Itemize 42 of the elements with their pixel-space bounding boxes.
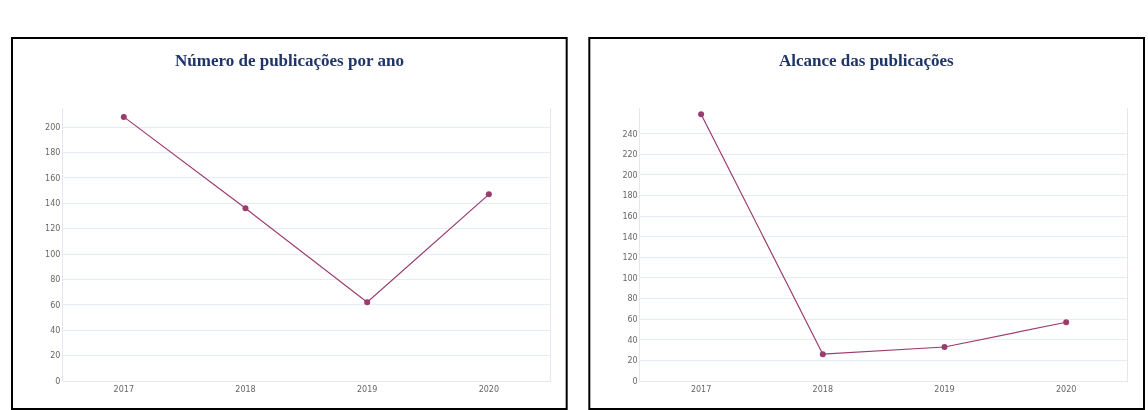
point [941, 344, 948, 350]
y-tick-label: 0 [55, 376, 61, 386]
y-tick-label: 200 [45, 122, 61, 132]
x-tick-label: 2019 [356, 384, 378, 394]
y-tick-label: 220 [622, 150, 638, 160]
y-tick-label: 80 [627, 294, 638, 304]
point [242, 205, 249, 212]
chart-title: Alcance das publicações [779, 51, 955, 70]
point [1063, 319, 1070, 326]
y-tick-label: 40 [50, 326, 61, 336]
chart-title: Número de publicações por ano [175, 51, 404, 70]
y-tick-label: 200 [622, 170, 638, 180]
point [485, 191, 492, 198]
y-tick-label: 180 [622, 191, 638, 201]
point [698, 111, 705, 118]
point [120, 113, 127, 120]
y-tick-label: 140 [45, 199, 61, 209]
x-tick-label: 2020 [1055, 384, 1077, 394]
y-tick-label: 100 [45, 249, 61, 259]
y-tick-label: 100 [622, 273, 638, 283]
y-tick-label: 20 [627, 356, 638, 366]
x-tick-label: 2019 [934, 384, 955, 394]
y-tick-label: 60 [627, 314, 638, 324]
x-tick-label: 2018 [235, 384, 256, 394]
y-tick-label: 120 [622, 253, 638, 263]
point [819, 351, 826, 358]
y-tick-label: 80 [50, 275, 61, 285]
x-tick-label: 2018 [812, 384, 833, 394]
x-tick-label: 2017 [690, 384, 712, 394]
point [364, 299, 371, 306]
y-tick-label: 180 [45, 148, 61, 158]
y-tick-label: 160 [45, 173, 61, 183]
y-tick-label: 120 [45, 224, 61, 234]
y-tick-label: 160 [622, 211, 638, 221]
y-tick-label: 0 [632, 376, 638, 386]
y-tick-label: 140 [622, 232, 638, 242]
x-tick-label: 2017 [113, 384, 134, 394]
x-tick-label: 2020 [478, 384, 500, 394]
y-tick-label: 40 [627, 335, 638, 345]
y-tick-label: 20 [50, 351, 61, 361]
y-tick-label: 240 [622, 129, 638, 139]
y-tick-label: 60 [50, 300, 61, 310]
